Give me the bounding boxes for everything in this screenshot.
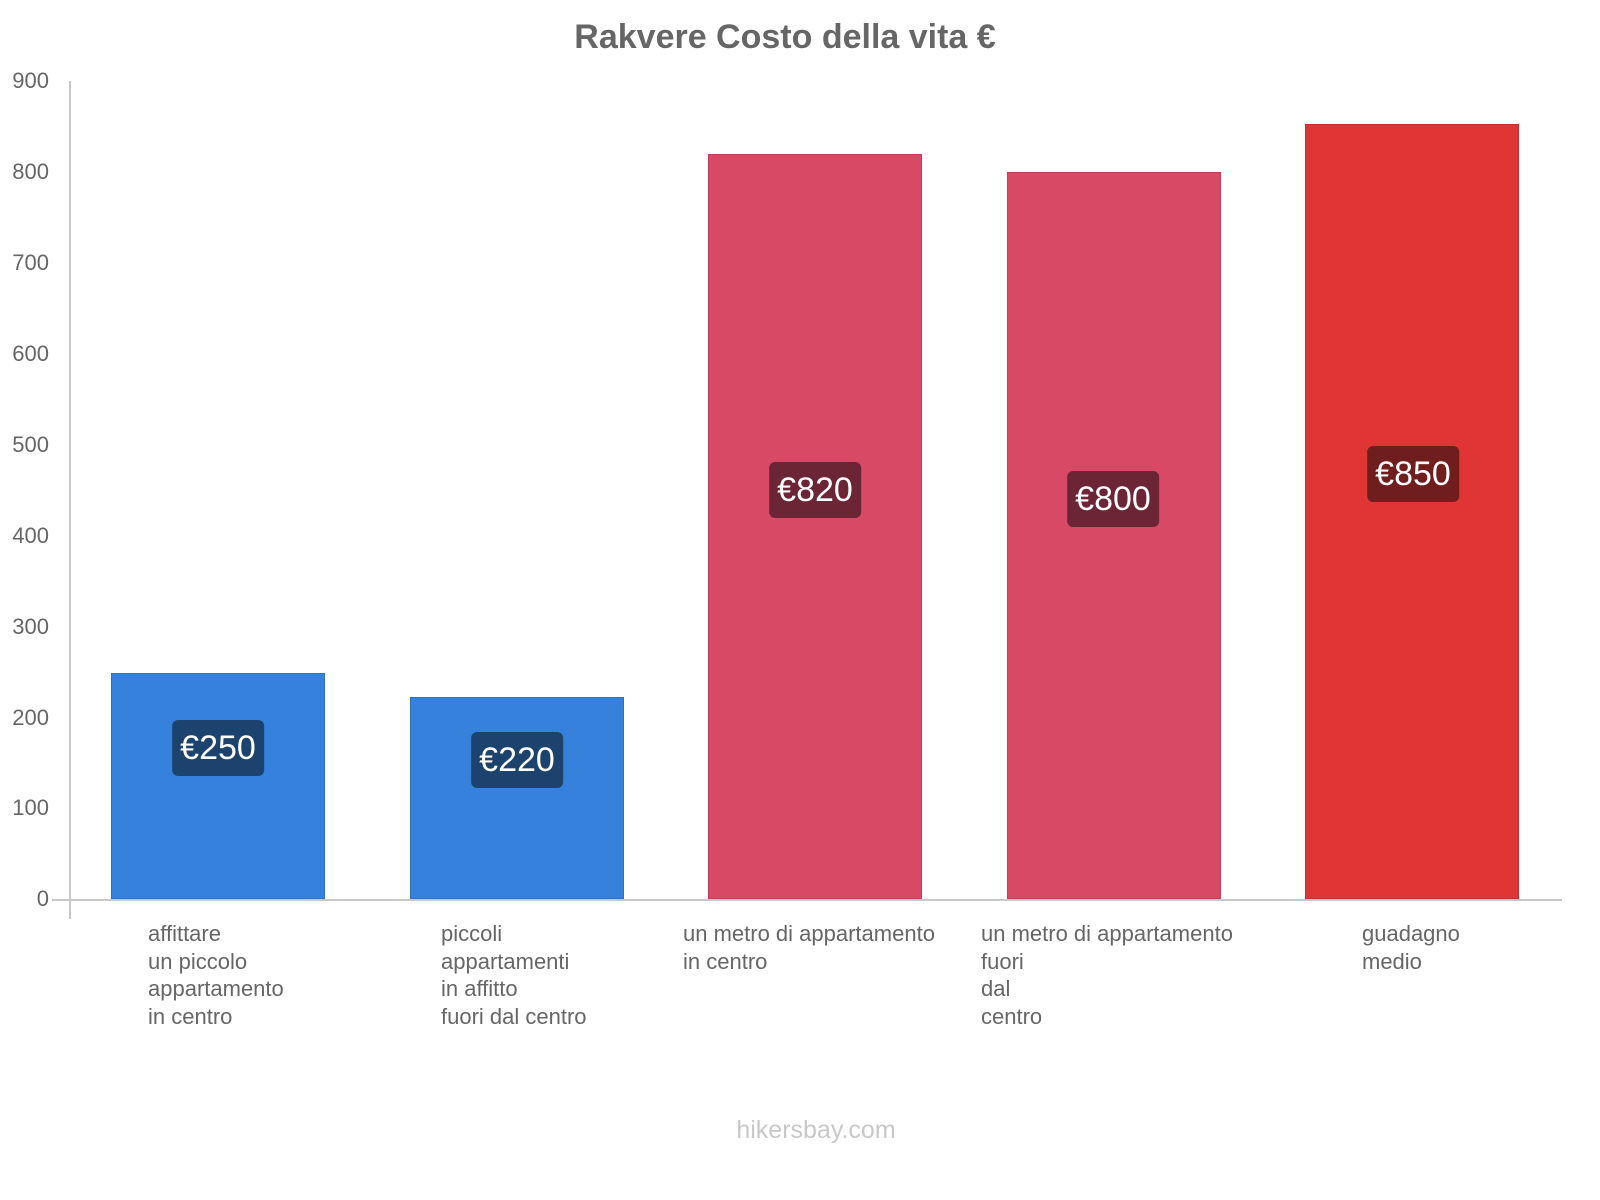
y-axis-line [69, 81, 71, 919]
x-label: un metro di appartamento fuori dal centr… [981, 921, 1233, 1029]
y-tick-500: 500 [12, 432, 49, 457]
value-label: €220 [471, 732, 563, 788]
y-tick-800: 800 [12, 159, 49, 184]
y-tick-100: 100 [12, 795, 49, 820]
y-tick-600: 600 [12, 341, 49, 366]
y-tick-0: 0 [36, 886, 49, 911]
x-axis-line [52, 899, 1562, 901]
footer-watermark: hikersbay.com [736, 1116, 896, 1144]
bar-guadagno-medio [1305, 124, 1519, 899]
y-tick-300: 300 [12, 614, 49, 639]
x-label: un metro di appartamento in centro [683, 921, 935, 974]
bar-affittare-piccolo-centro [111, 673, 325, 899]
y-tick-400: 400 [12, 523, 49, 548]
x-label: piccoli appartamenti in affitto fuori da… [441, 921, 587, 1029]
bar-piccoli-appartamenti-fuori [410, 697, 624, 899]
y-tick-700: 700 [12, 250, 49, 275]
value-label: €250 [172, 720, 264, 776]
x-label: affittare un piccolo appartamento in cen… [148, 921, 284, 1029]
y-tick-200: 200 [12, 705, 49, 730]
value-label: €800 [1067, 471, 1159, 527]
value-label: €820 [769, 462, 861, 518]
chart-title: Rakvere Costo della vita € [574, 18, 996, 56]
x-label: guadagno medio [1362, 921, 1460, 974]
value-label: €850 [1367, 446, 1459, 502]
y-tick-900: 900 [12, 68, 49, 93]
bar-metro-centro [708, 154, 922, 899]
bar-metro-fuori [1007, 172, 1221, 899]
